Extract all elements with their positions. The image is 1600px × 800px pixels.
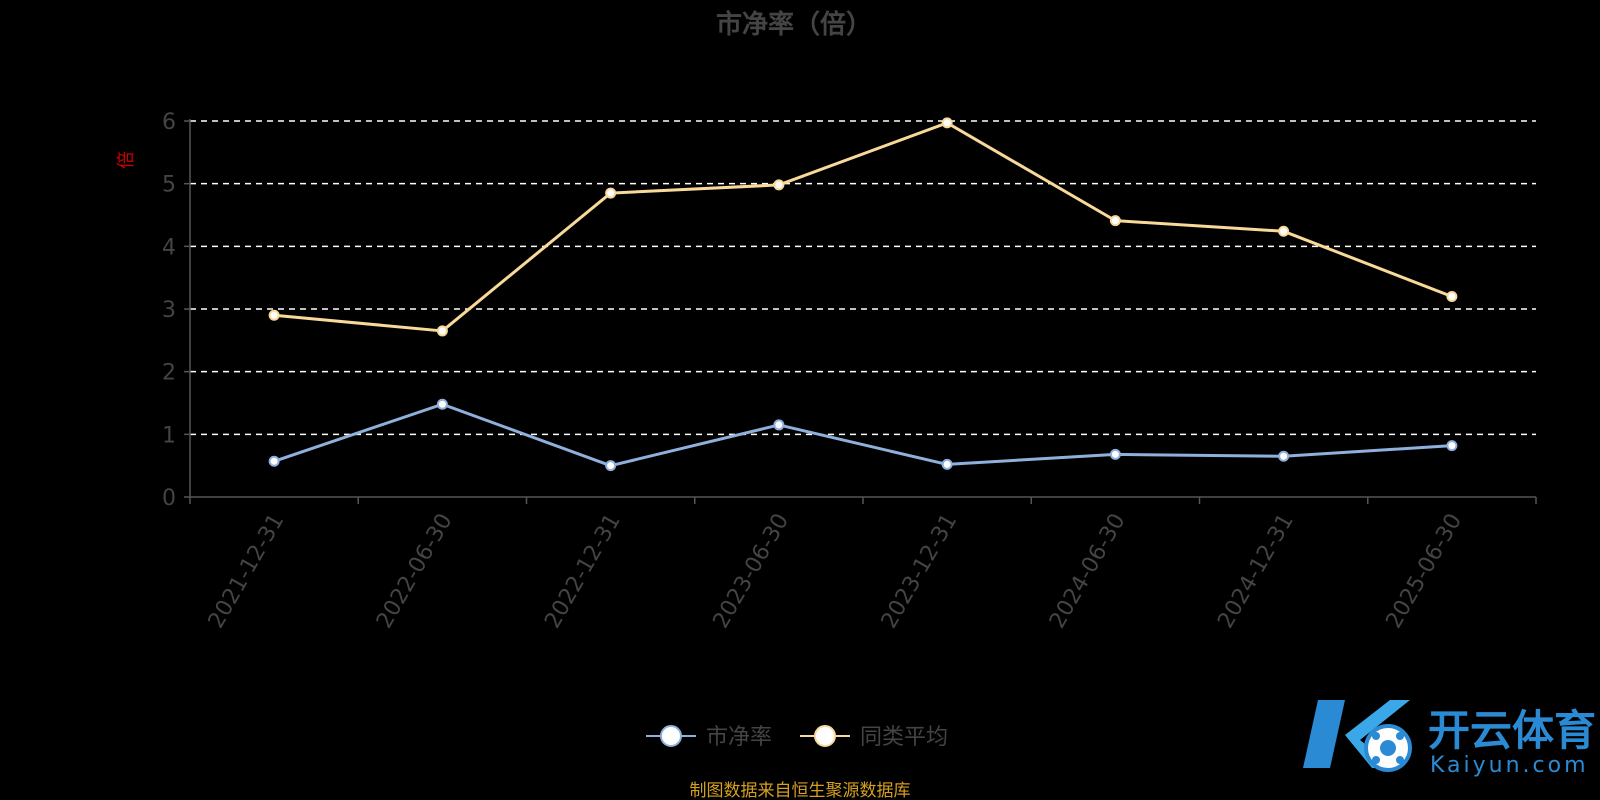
legend-item[interactable]: 市净率 (646, 725, 772, 750)
series-line (273, 121, 1453, 333)
chart-title: 市净率（倍） (716, 9, 872, 40)
y-axis-label: 倍 (116, 151, 137, 169)
x-tick-label: 2022-06-30 (372, 510, 458, 633)
logo-ball-icon (1303, 700, 1412, 772)
data-point[interactable] (268, 309, 280, 321)
data-point[interactable] (941, 117, 953, 129)
data-point[interactable] (268, 455, 280, 467)
brand-logo: 开云体育 Kaiyun.com (1303, 700, 1596, 778)
legend-marker-icon (660, 725, 682, 747)
data-source-note: 制图数据来自恒生聚源数据库 (690, 781, 911, 800)
data-point[interactable] (1278, 450, 1290, 462)
data-point[interactable] (605, 187, 617, 199)
y-tick-label: 1 (162, 423, 176, 448)
x-tick-label: 2022-12-31 (540, 510, 626, 633)
legend-item[interactable]: 同类平均 (800, 725, 948, 750)
data-point[interactable] (1446, 290, 1458, 302)
x-tick-label: 2024-12-31 (1213, 510, 1299, 633)
data-point[interactable] (1446, 440, 1458, 452)
series-lines (268, 117, 1458, 472)
y-tick-label: 3 (162, 298, 176, 323)
data-point[interactable] (773, 179, 785, 191)
data-point[interactable] (436, 325, 448, 337)
data-point[interactable] (1109, 448, 1121, 460)
legend-label: 同类平均 (860, 725, 948, 750)
series-line (273, 402, 1452, 468)
grid-lines (190, 120, 1536, 436)
y-tick-label: 4 (162, 235, 176, 260)
y-tick-label: 6 (162, 110, 176, 135)
x-tick-label: 2023-06-30 (708, 510, 794, 633)
legend[interactable]: 市净率 同类平均 (646, 725, 948, 750)
x-tick-label: 2021-12-31 (204, 510, 290, 633)
y-tick-label: 5 (162, 173, 176, 198)
data-point[interactable] (773, 419, 785, 431)
x-tick-label: 2025-06-30 (1381, 510, 1467, 633)
data-point[interactable] (1278, 225, 1290, 237)
data-point[interactable] (436, 398, 448, 410)
legend-marker-icon (814, 725, 836, 747)
x-tick-label: 2023-12-31 (877, 510, 963, 633)
data-point[interactable] (605, 460, 617, 472)
data-point[interactable] (1109, 215, 1121, 227)
y-tick-label: 2 (162, 361, 176, 386)
data-point[interactable] (941, 458, 953, 470)
x-tick-label: 2024-06-30 (1045, 510, 1131, 633)
logo-text: 开云体育 (1428, 706, 1596, 755)
legend-label: 市净率 (706, 725, 772, 750)
logo-subtext: Kaiyun.com (1430, 753, 1589, 778)
y-tick-label: 0 (162, 486, 176, 511)
